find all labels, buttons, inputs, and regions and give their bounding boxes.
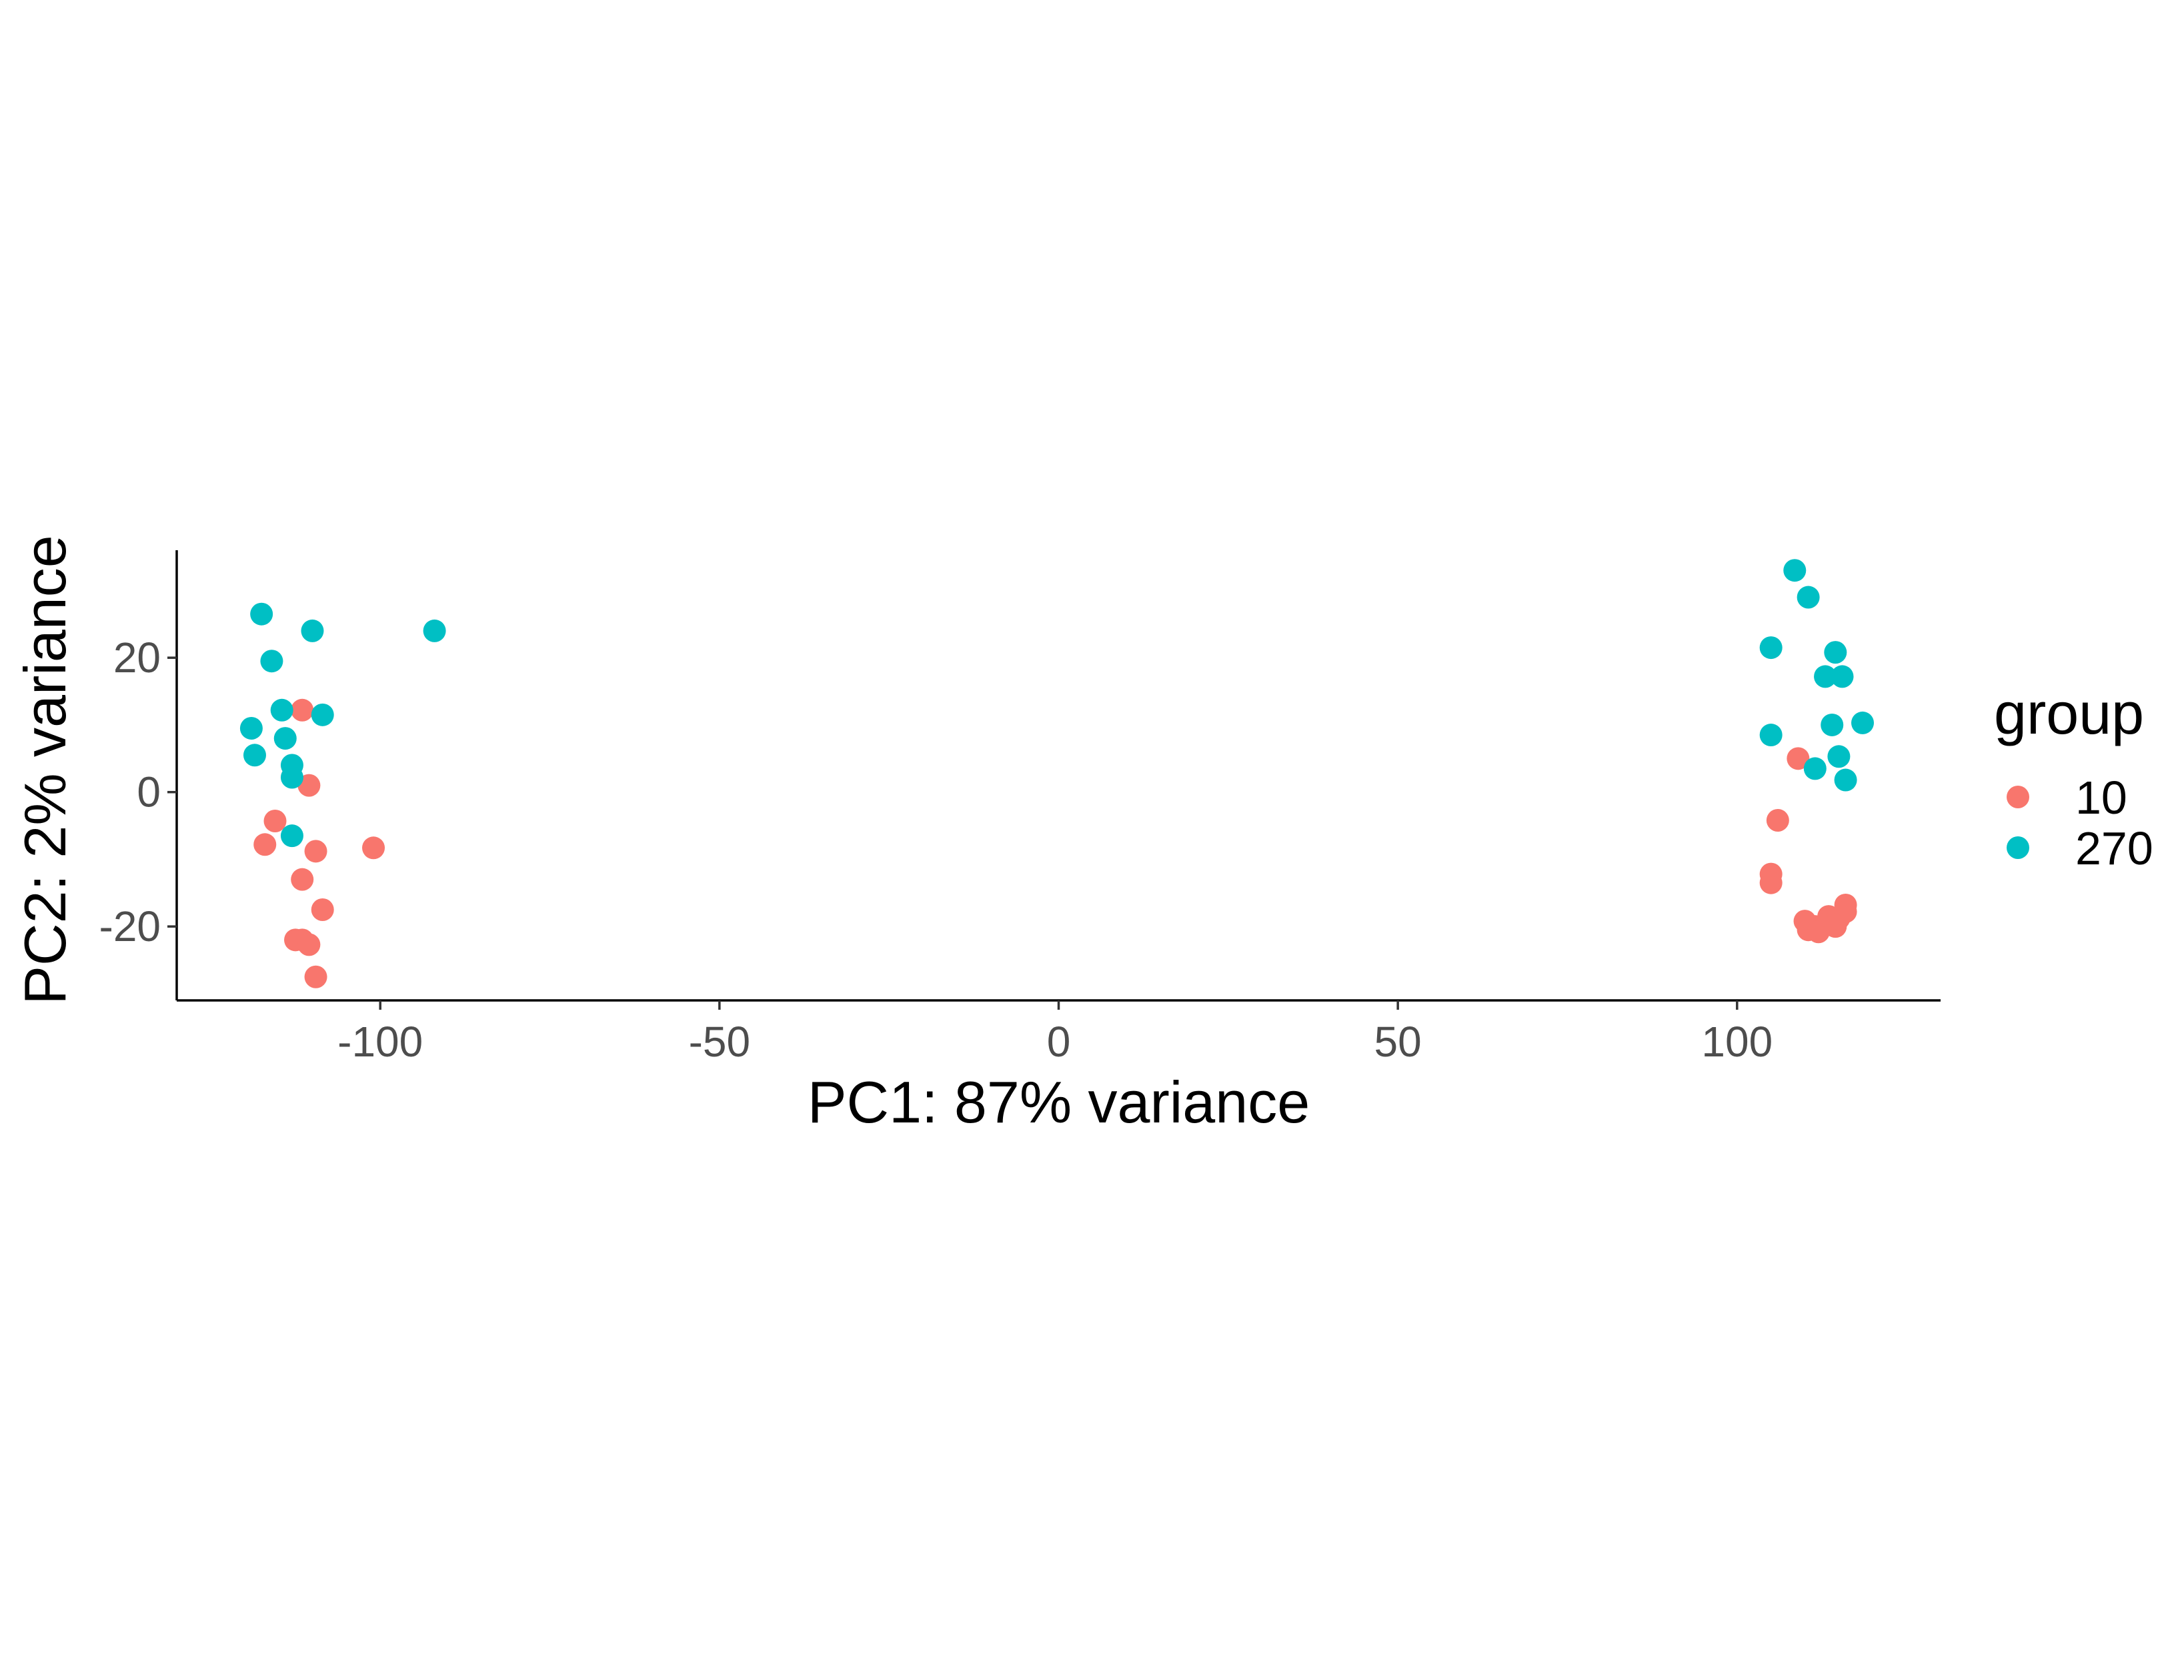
data-point-group-270 xyxy=(260,650,283,673)
data-point-group-270 xyxy=(1834,768,1857,792)
data-point-group-270 xyxy=(243,744,266,767)
x-tick-label: -100 xyxy=(337,1018,423,1066)
data-point-group-10 xyxy=(297,774,321,797)
y-tick-label: 20 xyxy=(113,634,161,682)
data-point-group-10 xyxy=(1787,747,1810,770)
legend-label: 270 xyxy=(2075,822,2153,874)
x-tick-label: 0 xyxy=(1047,1018,1071,1066)
data-point-group-270 xyxy=(1821,713,1844,736)
data-point-group-270 xyxy=(1831,665,1854,688)
y-tick-label: -20 xyxy=(99,902,161,950)
legend-key xyxy=(2007,836,2029,859)
data-point-group-10 xyxy=(1834,900,1857,924)
data-point-group-270 xyxy=(301,619,324,642)
data-point-group-270 xyxy=(270,698,293,722)
y-axis-ticks: -20 0 20 xyxy=(99,634,177,950)
legend-key xyxy=(2007,786,2029,808)
data-point-group-270 xyxy=(1783,559,1807,582)
data-point-group-10 xyxy=(1766,809,1789,832)
data-point-group-270 xyxy=(280,766,303,789)
x-tick-label: 50 xyxy=(1374,1018,1422,1066)
data-point-group-10 xyxy=(263,810,287,833)
data-point-group-270 xyxy=(311,703,334,726)
data-point-group-270 xyxy=(1851,711,1875,734)
data-point-group-270 xyxy=(1824,641,1847,664)
data-point-group-270 xyxy=(239,716,263,740)
data-point-group-270 xyxy=(1814,665,1837,688)
data-point-group-270 xyxy=(1803,757,1827,780)
data-point-group-10 xyxy=(362,836,385,860)
data-point-group-10 xyxy=(304,840,327,863)
data-point-group-10 xyxy=(1759,871,1783,894)
points-layer xyxy=(239,559,1875,988)
data-point-group-10 xyxy=(311,898,334,921)
data-point-group-270 xyxy=(1759,636,1783,660)
data-point-group-270 xyxy=(273,727,297,750)
y-tick-label: 0 xyxy=(137,768,161,816)
y-axis-title: PC2: 2% variance xyxy=(12,535,78,1004)
data-point-group-270 xyxy=(1759,724,1783,747)
data-point-group-270 xyxy=(1797,586,1820,609)
data-point-group-270 xyxy=(423,619,446,642)
x-axis-ticks: -100 -50 0 50 100 xyxy=(337,1000,1773,1066)
data-point-group-270 xyxy=(1827,745,1851,768)
data-point-group-10 xyxy=(297,933,321,956)
legend-label: 10 xyxy=(2075,772,2127,824)
x-axis-title: PC1: 87% variance xyxy=(808,1069,1310,1135)
x-tick-label: -50 xyxy=(689,1018,751,1066)
data-point-group-270 xyxy=(280,824,303,848)
data-point-group-10 xyxy=(291,868,314,891)
data-point-group-10 xyxy=(253,833,277,856)
data-point-group-270 xyxy=(250,602,273,626)
data-point-group-10 xyxy=(291,698,314,722)
legend-title: group xyxy=(1994,680,2144,746)
x-tick-label: 100 xyxy=(1701,1018,1773,1066)
data-point-group-10 xyxy=(304,965,327,988)
